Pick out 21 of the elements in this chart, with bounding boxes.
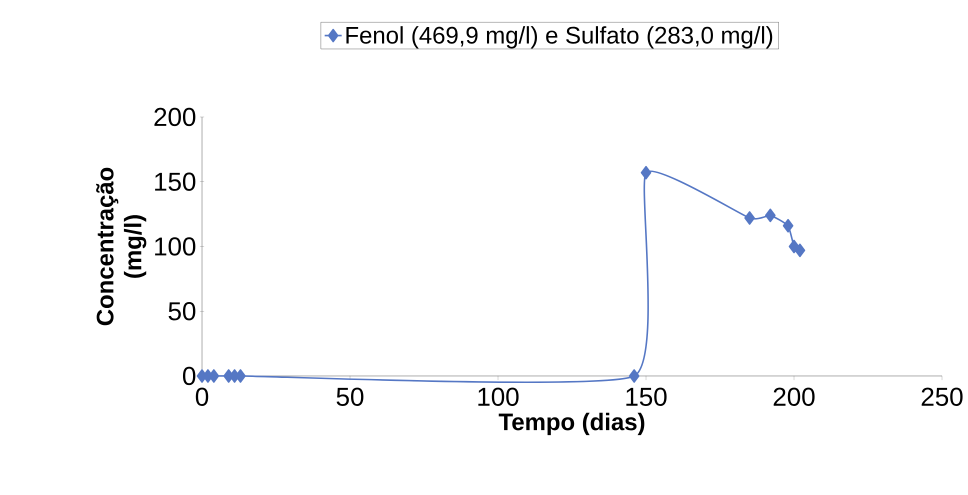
y-tick-label: 50 — [168, 302, 196, 320]
legend-label: Fenol (469,9 mg/l) e Sulfato (283,0 mg/l) — [346, 26, 772, 48]
x-tick-label: 200 — [774, 388, 815, 406]
point — [782, 218, 794, 233]
x-tick-label: 50 — [336, 388, 364, 406]
point — [208, 369, 220, 383]
point — [765, 208, 776, 222]
y-tick-label: 0 — [182, 366, 196, 386]
point — [628, 369, 640, 383]
y-tick-label: 200 — [154, 108, 196, 126]
x-tick-label: 150 — [626, 388, 667, 406]
x-axis-title: Tempo (dias) — [498, 412, 644, 436]
point — [744, 211, 755, 225]
y-tick-label: 100 — [155, 237, 196, 256]
point — [640, 166, 652, 180]
point — [794, 244, 806, 258]
x-tick-label: 100 — [478, 388, 519, 406]
x-tick-label: 250 — [922, 388, 963, 406]
x-tick-label: 0 — [196, 388, 208, 406]
y-tick-label: 150 — [155, 172, 196, 191]
y-axis-title: Concentração (mg/l) — [96, 168, 146, 326]
